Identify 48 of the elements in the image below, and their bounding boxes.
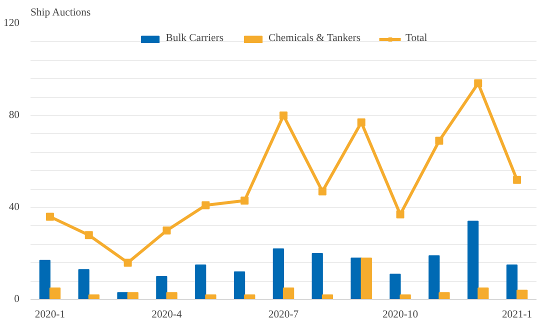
x-tick-label: 2020-7	[268, 310, 300, 320]
bar	[39, 260, 50, 300]
point	[202, 201, 210, 210]
legend-label: Total	[405, 33, 428, 44]
point	[84, 231, 93, 240]
x-tick-label: 2020-10	[382, 310, 418, 320]
point	[357, 118, 366, 126]
point	[435, 136, 444, 145]
bar	[234, 271, 246, 300]
bar	[166, 292, 178, 300]
y-tick-label: 40	[8, 202, 20, 213]
bar	[478, 288, 489, 300]
point	[396, 210, 404, 218]
x-tick-label: 2020-1	[34, 310, 66, 320]
legend-label: Bulk Carriers	[166, 33, 224, 44]
point	[162, 226, 171, 234]
bar	[467, 220, 479, 300]
bar	[283, 288, 294, 300]
point	[318, 187, 326, 196]
bar	[272, 248, 284, 300]
y-tick-label: 0	[14, 294, 20, 305]
bar	[438, 292, 450, 300]
point	[280, 112, 288, 120]
y-tick-label: 80	[8, 110, 20, 121]
legend-label: Chemicals & Tankers	[268, 33, 360, 44]
bar	[428, 255, 440, 300]
bar	[350, 258, 362, 300]
y-axis-title: Ship Auctions	[30, 8, 91, 18]
bar	[78, 269, 90, 300]
bar	[205, 294, 216, 300]
point	[46, 212, 54, 221]
bar	[312, 253, 323, 300]
point	[124, 258, 132, 267]
bar	[516, 290, 528, 300]
bar	[390, 274, 401, 300]
point	[513, 176, 522, 184]
bar	[127, 292, 138, 300]
y-tick-label: 120	[4, 18, 20, 29]
point	[474, 79, 482, 88]
bar	[156, 276, 168, 300]
bar	[506, 264, 518, 300]
x-tick-label: 2020-4	[152, 310, 182, 320]
bar	[117, 292, 128, 300]
bar	[360, 258, 372, 300]
x-tick-label: 2021-1	[502, 310, 532, 320]
bar	[49, 288, 61, 300]
point	[240, 196, 249, 205]
bar	[195, 264, 206, 300]
